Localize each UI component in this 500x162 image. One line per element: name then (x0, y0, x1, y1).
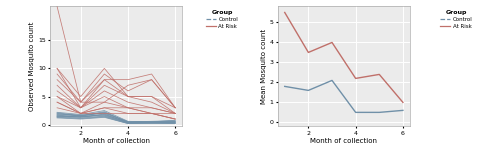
X-axis label: Month of collection: Month of collection (82, 138, 150, 144)
Y-axis label: Mean Mosquito count: Mean Mosquito count (260, 29, 266, 104)
Legend: Control, At Risk: Control, At Risk (439, 9, 474, 30)
Legend: Control, At Risk: Control, At Risk (205, 9, 239, 30)
Y-axis label: Observed Mosquito count: Observed Mosquito count (30, 22, 36, 111)
X-axis label: Month of collection: Month of collection (310, 138, 378, 144)
